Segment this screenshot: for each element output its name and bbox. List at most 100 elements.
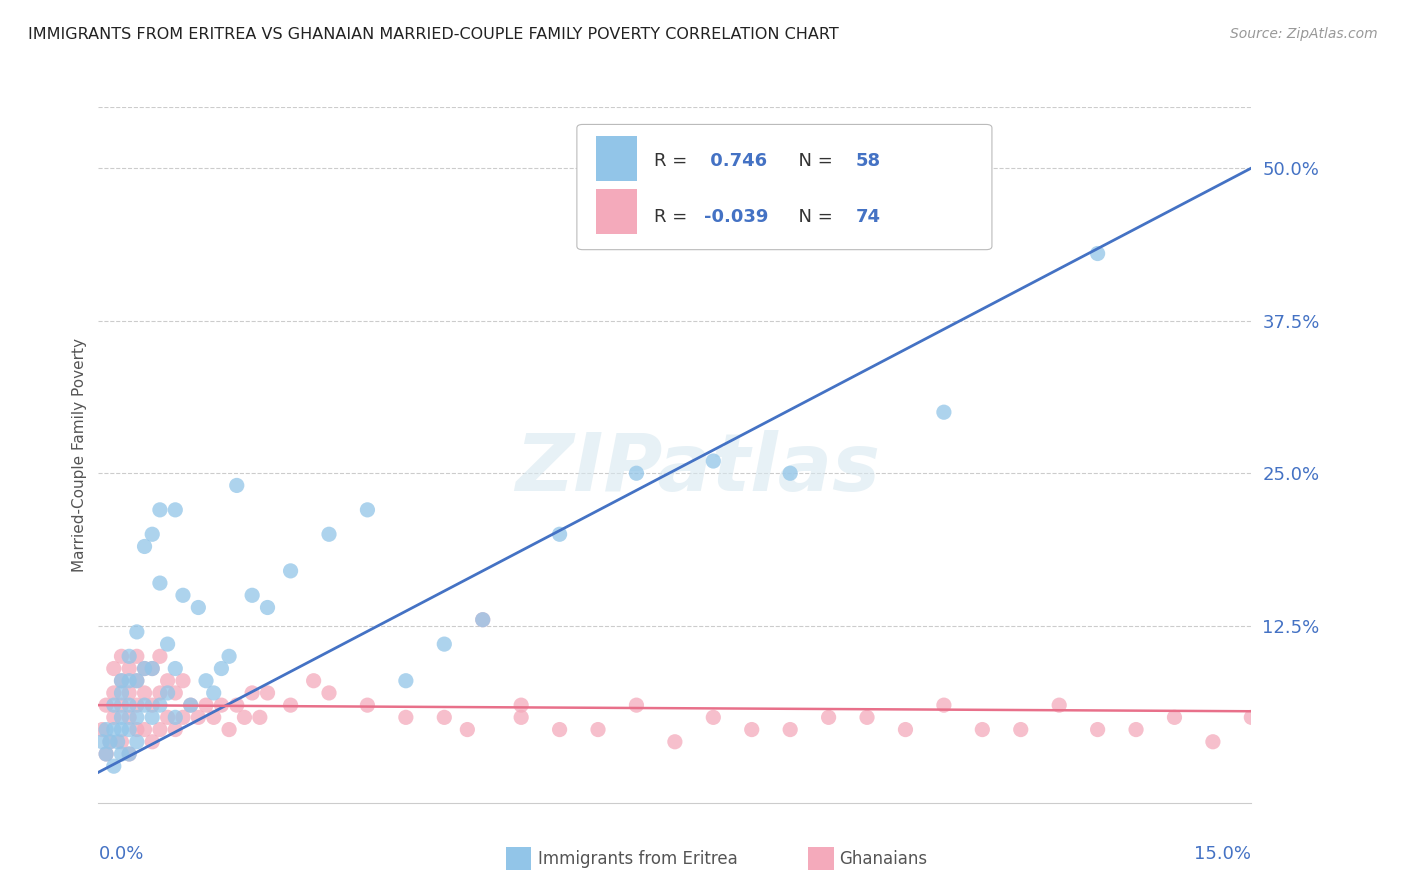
Point	[103, 710, 125, 724]
FancyBboxPatch shape	[576, 124, 991, 250]
Text: Ghanaians: Ghanaians	[839, 849, 928, 868]
FancyBboxPatch shape	[596, 136, 637, 181]
Point	[134, 698, 156, 713]
Point	[110, 747, 132, 761]
Point	[141, 527, 163, 541]
Point	[141, 661, 163, 675]
Point	[180, 698, 202, 713]
Point	[195, 698, 218, 713]
Y-axis label: Married-Couple Family Poverty: Married-Couple Family Poverty	[72, 338, 87, 572]
Point	[249, 710, 271, 724]
Point	[165, 661, 187, 675]
Point	[433, 637, 456, 651]
Point	[125, 710, 148, 724]
Point	[94, 747, 117, 761]
Point	[209, 661, 232, 675]
Point	[107, 735, 129, 749]
Point	[280, 564, 302, 578]
Point	[779, 467, 801, 481]
Point	[187, 600, 209, 615]
Point	[110, 649, 132, 664]
Point	[702, 454, 724, 468]
Point	[141, 710, 163, 724]
Point	[149, 698, 172, 713]
Point	[664, 735, 686, 749]
Point	[932, 405, 955, 419]
Point	[118, 723, 141, 737]
Text: 58: 58	[856, 152, 882, 170]
Point	[456, 723, 478, 737]
Point	[110, 735, 132, 749]
Point	[165, 503, 187, 517]
Point	[395, 710, 418, 724]
Text: Immigrants from Eritrea: Immigrants from Eritrea	[538, 849, 738, 868]
Text: Source: ZipAtlas.com: Source: ZipAtlas.com	[1230, 27, 1378, 41]
Point	[1125, 723, 1147, 737]
Point	[156, 637, 179, 651]
Point	[318, 527, 340, 541]
Point	[94, 747, 117, 761]
Point	[702, 710, 724, 724]
Text: 74: 74	[856, 208, 882, 226]
Text: 0.0%: 0.0%	[98, 845, 143, 863]
Text: N =: N =	[787, 208, 838, 226]
Point	[894, 723, 917, 737]
Point	[125, 673, 148, 688]
Point	[233, 710, 256, 724]
Point	[156, 710, 179, 724]
Text: N =: N =	[787, 152, 838, 170]
Point	[110, 673, 132, 688]
Point	[156, 673, 179, 688]
Point	[240, 686, 263, 700]
Point	[125, 723, 148, 737]
Point	[94, 723, 117, 737]
Point	[626, 467, 648, 481]
Point	[318, 686, 340, 700]
Point	[118, 710, 141, 724]
Point	[125, 698, 148, 713]
Point	[932, 698, 955, 713]
Point	[1240, 710, 1263, 724]
Point	[202, 686, 225, 700]
Point	[125, 649, 148, 664]
Point	[118, 686, 141, 700]
Point	[510, 710, 533, 724]
Point	[103, 698, 125, 713]
Point	[209, 698, 232, 713]
Point	[165, 710, 187, 724]
Point	[471, 613, 494, 627]
Text: 15.0%: 15.0%	[1194, 845, 1251, 863]
Point	[172, 710, 194, 724]
Point	[741, 723, 763, 737]
Point	[626, 698, 648, 713]
Point	[125, 624, 148, 639]
Point	[110, 723, 132, 737]
Point	[779, 723, 801, 737]
Point	[118, 747, 141, 761]
Point	[471, 613, 494, 627]
Point	[94, 698, 117, 713]
Point	[149, 686, 172, 700]
Point	[149, 576, 172, 591]
Point	[149, 649, 172, 664]
Point	[302, 673, 325, 688]
Point	[118, 747, 141, 761]
Point	[817, 710, 839, 724]
Point	[1087, 723, 1109, 737]
Text: ZIPatlas: ZIPatlas	[516, 430, 880, 508]
Point	[118, 649, 141, 664]
Point	[134, 540, 156, 554]
Point	[256, 686, 278, 700]
Point	[356, 503, 378, 517]
Point	[103, 759, 125, 773]
Point	[103, 661, 125, 675]
Text: IMMIGRANTS FROM ERITREA VS GHANAIAN MARRIED-COUPLE FAMILY POVERTY CORRELATION CH: IMMIGRANTS FROM ERITREA VS GHANAIAN MARR…	[28, 27, 839, 42]
Point	[98, 735, 121, 749]
Point	[118, 698, 141, 713]
Point	[256, 600, 278, 615]
Point	[125, 673, 148, 688]
Point	[548, 723, 571, 737]
Point	[586, 723, 609, 737]
Point	[356, 698, 378, 713]
Point	[165, 723, 187, 737]
